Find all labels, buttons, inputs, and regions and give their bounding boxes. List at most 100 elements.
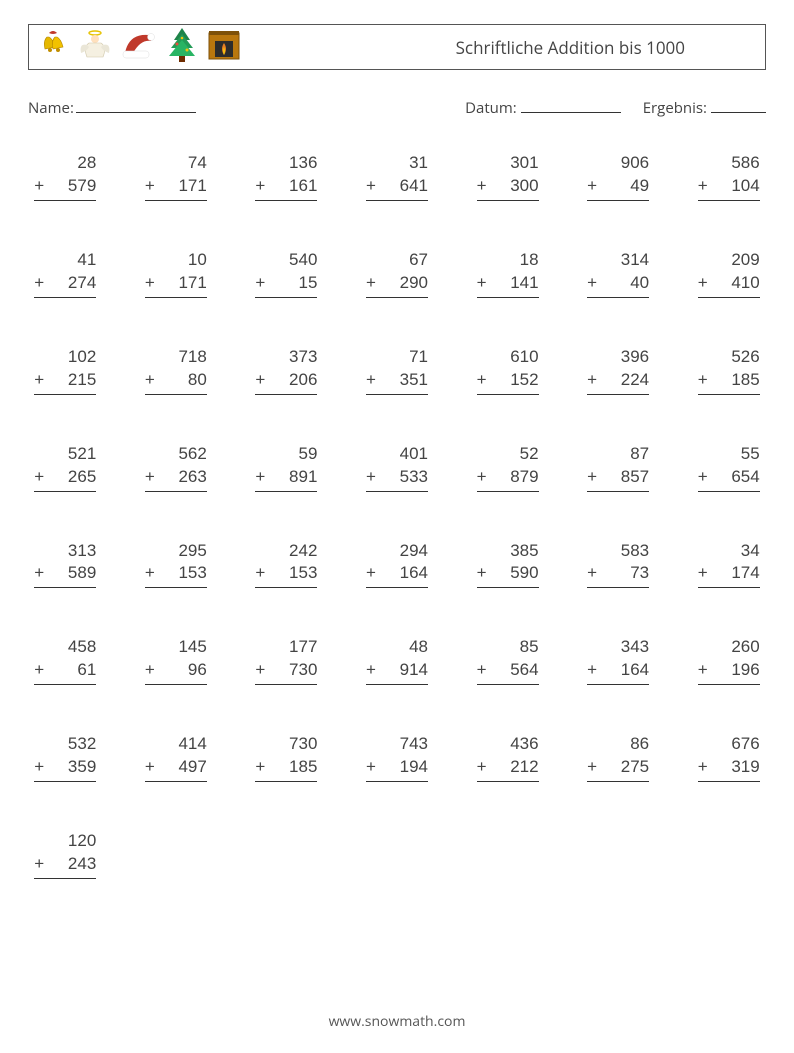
addition-problem: 295+153 — [145, 540, 207, 589]
addend-bottom-value: 174 — [731, 562, 759, 585]
plus-sign: + — [366, 562, 378, 585]
addend-bottom: +497 — [145, 756, 207, 782]
addend-bottom: +857 — [587, 466, 649, 492]
addend-top: 301 — [477, 152, 539, 175]
addend-top: 583 — [587, 540, 649, 563]
addend-top: 521 — [34, 443, 96, 466]
addend-bottom: +171 — [145, 175, 207, 201]
addition-problem: 120+243 — [34, 830, 96, 879]
addend-bottom: +914 — [366, 659, 428, 685]
addend-bottom-value: 641 — [400, 175, 428, 198]
addend-bottom-value: 15 — [294, 272, 318, 295]
addend-bottom-value: 171 — [178, 272, 206, 295]
addition-problem: 260+196 — [698, 636, 760, 685]
addition-problem: 313+589 — [34, 540, 96, 589]
addend-top: 59 — [255, 443, 317, 466]
addend-bottom: + 73 — [587, 562, 649, 588]
addend-bottom: +300 — [477, 175, 539, 201]
addend-bottom: +590 — [477, 562, 539, 588]
plus-sign: + — [34, 466, 46, 489]
plus-sign: + — [255, 562, 267, 585]
addition-problem: 52+879 — [477, 443, 539, 492]
addend-bottom-value: 265 — [68, 466, 96, 489]
addend-top: 145 — [145, 636, 207, 659]
name-blank[interactable] — [76, 99, 196, 113]
addend-top: 718 — [145, 346, 207, 369]
addend-top: 586 — [698, 152, 760, 175]
addend-top: 295 — [145, 540, 207, 563]
plus-sign: + — [477, 659, 489, 682]
addend-bottom: +263 — [145, 466, 207, 492]
addition-problem: 414+497 — [145, 733, 207, 782]
addend-top: 74 — [145, 152, 207, 175]
addend-bottom-value: 319 — [731, 756, 759, 779]
addition-problem: 59+891 — [255, 443, 317, 492]
plus-sign: + — [698, 756, 710, 779]
addition-problem: 71+351 — [366, 346, 428, 395]
addition-problem: 401+533 — [366, 443, 428, 492]
addend-bottom-value: 589 — [68, 562, 96, 585]
addend-bottom-value: 879 — [510, 466, 538, 489]
addend-top: 34 — [698, 540, 760, 563]
plus-sign: + — [587, 466, 599, 489]
plus-sign: + — [34, 562, 46, 585]
addition-problem: 610+152 — [477, 346, 539, 395]
addend-bottom-value: 290 — [400, 272, 428, 295]
plus-sign: + — [698, 272, 710, 295]
plus-sign: + — [587, 272, 599, 295]
addition-problem: 86+275 — [587, 733, 649, 782]
meta-row: Name: Datum: Ergebnis: — [28, 98, 766, 118]
addend-bottom-value: 224 — [621, 369, 649, 392]
addend-bottom-value: 104 — [731, 175, 759, 198]
plus-sign: + — [587, 562, 599, 585]
addend-bottom-value: 206 — [289, 369, 317, 392]
addition-problem: 48+914 — [366, 636, 428, 685]
addend-bottom: +171 — [145, 272, 207, 298]
addend-top: 610 — [477, 346, 539, 369]
date-blank[interactable] — [521, 99, 621, 113]
addend-bottom: +206 — [255, 369, 317, 395]
fireplace-icon — [205, 27, 243, 68]
addition-problem: 74+171 — [145, 152, 207, 201]
addend-bottom: +275 — [587, 756, 649, 782]
addend-top: 314 — [587, 249, 649, 272]
addend-bottom-value: 533 — [400, 466, 428, 489]
addend-bottom: + 49 — [587, 175, 649, 201]
addition-problem: 385+590 — [477, 540, 539, 589]
addition-problem: 343+164 — [587, 636, 649, 685]
addend-top: 55 — [698, 443, 760, 466]
addend-top: 67 — [366, 249, 428, 272]
plus-sign: + — [34, 756, 46, 779]
plus-sign: + — [477, 562, 489, 585]
addend-top: 136 — [255, 152, 317, 175]
addend-bottom-value: 141 — [510, 272, 538, 295]
plus-sign: + — [698, 175, 710, 198]
addend-bottom: +533 — [366, 466, 428, 492]
addend-bottom: +359 — [34, 756, 96, 782]
plus-sign: + — [366, 272, 378, 295]
addend-bottom-value: 497 — [178, 756, 206, 779]
plus-sign: + — [34, 659, 46, 682]
addition-problem: 294+164 — [366, 540, 428, 589]
plus-sign: + — [587, 369, 599, 392]
addition-problem: 743+194 — [366, 733, 428, 782]
addition-problem: 314+ 40 — [587, 249, 649, 298]
addend-bottom: +654 — [698, 466, 760, 492]
addend-top: 10 — [145, 249, 207, 272]
addend-top: 401 — [366, 443, 428, 466]
addend-top: 209 — [698, 249, 760, 272]
addend-bottom: +274 — [34, 272, 96, 298]
addition-problem: 177+730 — [255, 636, 317, 685]
result-blank[interactable] — [711, 99, 766, 113]
addend-bottom: +265 — [34, 466, 96, 492]
addend-top: 532 — [34, 733, 96, 756]
header-icons — [35, 26, 243, 69]
plus-sign: + — [255, 466, 267, 489]
addend-bottom: + 15 — [255, 272, 317, 298]
addition-problem: 458+ 61 — [34, 636, 96, 685]
plus-sign: + — [698, 659, 710, 682]
plus-sign: + — [145, 756, 157, 779]
addend-bottom: +164 — [366, 562, 428, 588]
plus-sign: + — [587, 175, 599, 198]
plus-sign: + — [698, 562, 710, 585]
